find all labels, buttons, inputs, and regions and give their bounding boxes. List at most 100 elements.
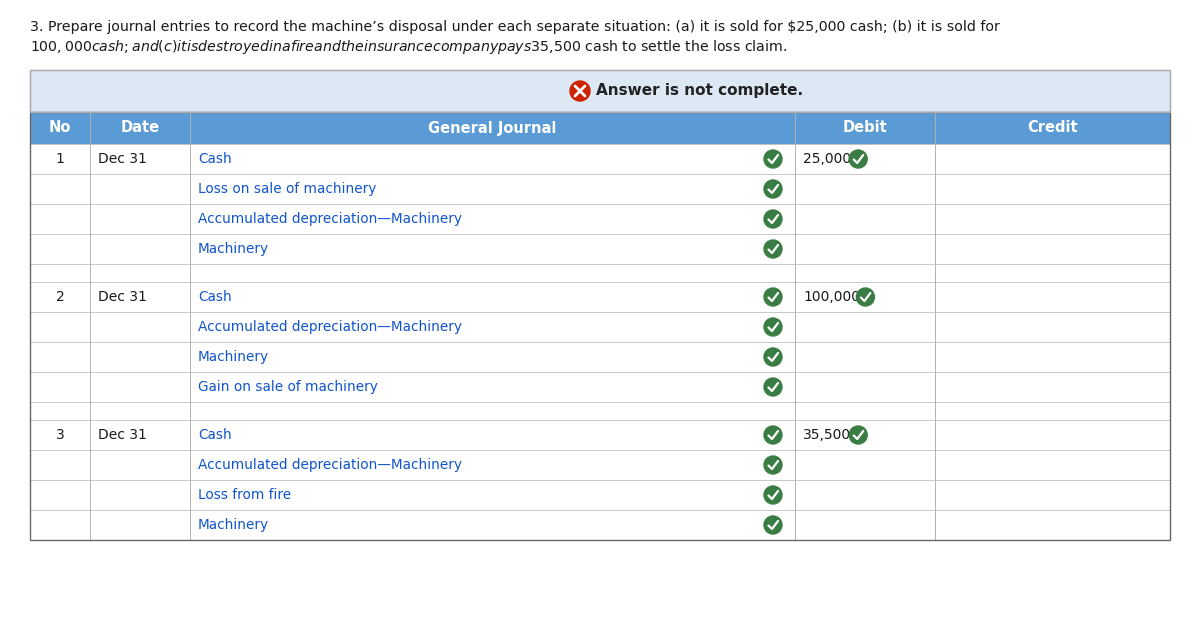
Bar bbox=[796, 480, 935, 510]
Bar bbox=[30, 312, 90, 342]
Text: 3. Prepare journal entries to record the machine’s disposal under each separate : 3. Prepare journal entries to record the… bbox=[30, 20, 1000, 34]
Bar bbox=[190, 204, 796, 234]
Text: 2: 2 bbox=[55, 290, 65, 304]
Bar bbox=[935, 144, 1170, 174]
Circle shape bbox=[764, 378, 782, 396]
Bar bbox=[935, 264, 1170, 282]
Text: Accumulated depreciation—Machinery: Accumulated depreciation—Machinery bbox=[198, 458, 462, 472]
Bar bbox=[190, 402, 796, 420]
Bar bbox=[190, 420, 796, 450]
Circle shape bbox=[764, 486, 782, 504]
Circle shape bbox=[764, 516, 782, 534]
Circle shape bbox=[850, 150, 868, 168]
Bar bbox=[796, 510, 935, 540]
Text: Cash: Cash bbox=[198, 428, 232, 442]
Text: Date: Date bbox=[120, 120, 160, 135]
Bar bbox=[190, 112, 796, 144]
Bar bbox=[796, 282, 935, 312]
Text: Machinery: Machinery bbox=[198, 518, 269, 532]
Bar bbox=[935, 510, 1170, 540]
Bar bbox=[30, 480, 90, 510]
Circle shape bbox=[570, 81, 590, 101]
Bar bbox=[90, 174, 190, 204]
Bar bbox=[796, 342, 935, 372]
Text: No: No bbox=[49, 120, 71, 135]
Bar bbox=[90, 402, 190, 420]
Bar bbox=[30, 112, 1170, 540]
Bar bbox=[190, 174, 796, 204]
Bar bbox=[935, 420, 1170, 450]
Circle shape bbox=[764, 426, 782, 444]
Bar bbox=[796, 264, 935, 282]
Circle shape bbox=[764, 180, 782, 198]
Bar bbox=[935, 402, 1170, 420]
Bar bbox=[935, 480, 1170, 510]
Text: Loss from fire: Loss from fire bbox=[198, 488, 292, 502]
Text: Accumulated depreciation—Machinery: Accumulated depreciation—Machinery bbox=[198, 320, 462, 334]
Circle shape bbox=[850, 426, 868, 444]
Bar bbox=[190, 234, 796, 264]
Bar bbox=[90, 312, 190, 342]
Bar bbox=[935, 372, 1170, 402]
Text: $100,000 cash; and (c) it is destroyed in a fire and the insurance company pays : $100,000 cash; and (c) it is destroyed i… bbox=[30, 38, 787, 56]
Bar bbox=[796, 312, 935, 342]
Circle shape bbox=[764, 288, 782, 306]
Circle shape bbox=[764, 240, 782, 258]
Circle shape bbox=[764, 456, 782, 474]
Bar bbox=[90, 450, 190, 480]
Text: Answer is not complete.: Answer is not complete. bbox=[596, 84, 803, 98]
Bar bbox=[30, 402, 90, 420]
Text: Dec 31: Dec 31 bbox=[98, 290, 146, 304]
Bar bbox=[90, 144, 190, 174]
Bar bbox=[190, 372, 796, 402]
Text: Machinery: Machinery bbox=[198, 350, 269, 364]
Bar bbox=[796, 402, 935, 420]
Bar bbox=[796, 420, 935, 450]
Bar bbox=[90, 420, 190, 450]
Bar bbox=[30, 204, 90, 234]
Bar bbox=[90, 234, 190, 264]
Bar bbox=[796, 174, 935, 204]
Bar bbox=[90, 112, 190, 144]
Bar bbox=[796, 450, 935, 480]
Bar bbox=[30, 264, 90, 282]
Bar bbox=[30, 510, 90, 540]
Bar bbox=[935, 342, 1170, 372]
Bar bbox=[30, 342, 90, 372]
Text: Dec 31: Dec 31 bbox=[98, 428, 146, 442]
Circle shape bbox=[764, 318, 782, 336]
Bar bbox=[30, 112, 90, 144]
Bar bbox=[30, 70, 1170, 112]
Text: Accumulated depreciation—Machinery: Accumulated depreciation—Machinery bbox=[198, 212, 462, 226]
Text: 1: 1 bbox=[55, 152, 65, 166]
Bar bbox=[796, 372, 935, 402]
Bar bbox=[30, 450, 90, 480]
Bar bbox=[190, 342, 796, 372]
Bar bbox=[30, 144, 90, 174]
Bar bbox=[935, 174, 1170, 204]
Text: Loss on sale of machinery: Loss on sale of machinery bbox=[198, 182, 377, 196]
Bar bbox=[190, 450, 796, 480]
Text: Debit: Debit bbox=[842, 120, 887, 135]
Circle shape bbox=[764, 348, 782, 366]
Text: Dec 31: Dec 31 bbox=[98, 152, 146, 166]
Text: Credit: Credit bbox=[1027, 120, 1078, 135]
Bar bbox=[935, 112, 1170, 144]
Text: 35,500: 35,500 bbox=[803, 428, 851, 442]
Bar bbox=[190, 264, 796, 282]
Bar bbox=[30, 420, 90, 450]
Bar bbox=[935, 282, 1170, 312]
Bar bbox=[30, 174, 90, 204]
Bar bbox=[190, 510, 796, 540]
Bar bbox=[90, 342, 190, 372]
Bar bbox=[30, 372, 90, 402]
Bar bbox=[30, 282, 90, 312]
Circle shape bbox=[764, 150, 782, 168]
Text: 100,000: 100,000 bbox=[803, 290, 860, 304]
Text: Cash: Cash bbox=[198, 290, 232, 304]
Bar bbox=[935, 312, 1170, 342]
Bar bbox=[190, 144, 796, 174]
Bar bbox=[935, 450, 1170, 480]
Bar bbox=[796, 112, 935, 144]
Bar bbox=[796, 204, 935, 234]
